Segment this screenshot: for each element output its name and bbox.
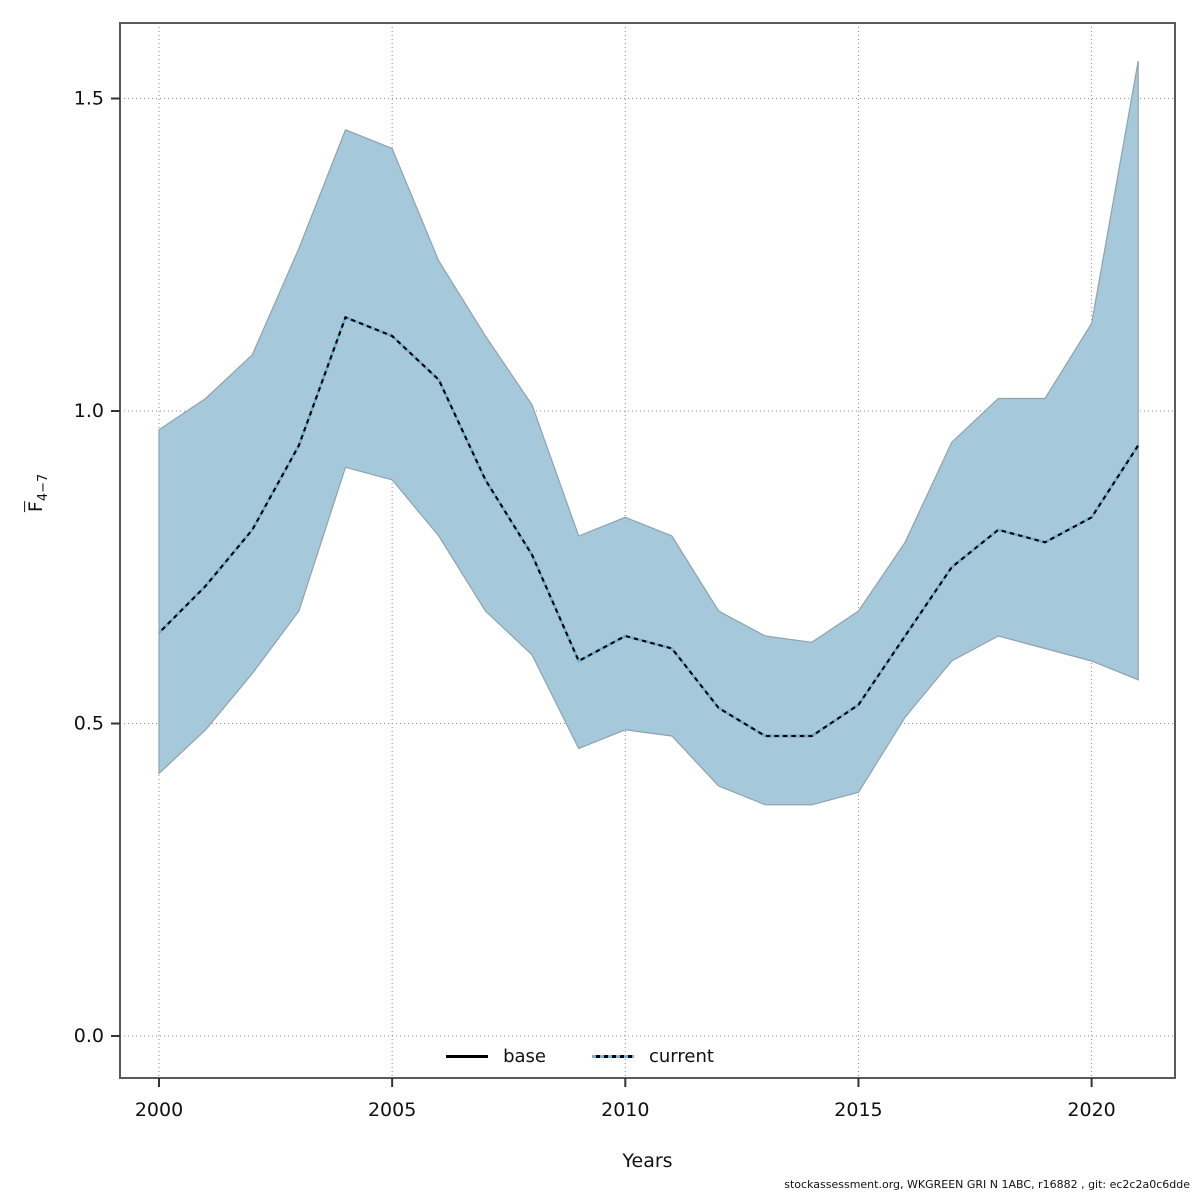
confidence-band [158,60,1139,806]
footer-attribution: stockassessment.org, WKGREEN GRI N 1ABC,… [784,1178,1190,1191]
axis-ticks [111,97,1093,1087]
x-tick-label-2010: 2010 [601,1099,649,1121]
y-axis-title-subscript: 4−7 [35,473,51,502]
panel-border [119,22,1176,1079]
x-tick-label-2015: 2015 [834,1099,882,1121]
legend-item-base: base [446,1046,546,1067]
y-tick-label-1.5: 1.5 [74,88,104,110]
y-axis-title: F4−7 [25,393,51,593]
axis-tick-labels: 2000 2005 2010 2015 2020 0.0 0.5 1.0 1.5 [74,88,1116,1122]
x-tick-label-2005: 2005 [368,1099,416,1121]
legend-item-current: current [591,1045,714,1067]
legend-label-base: base [503,1045,546,1067]
y-axis-title-letter: F [25,501,48,513]
x-tick-label-2020: 2020 [1067,1099,1115,1121]
series-lines [158,315,1140,738]
current-line [158,315,1140,738]
x-axis-title: Years [622,1150,673,1172]
y-tick-label-0.5: 0.5 [74,713,104,735]
legend-label-current: current [648,1045,714,1067]
y-tick-label-0.0: 0.0 [74,1025,104,1047]
current-line-sample [591,1054,634,1058]
y-tick-label-1.0: 1.0 [74,400,104,422]
x-tick-label-2000: 2000 [135,1099,183,1121]
plot-frame [119,22,1176,1079]
legend: base current [120,1042,1040,1070]
base-line-sample [446,1054,489,1058]
confidence-band-area [158,60,1139,806]
